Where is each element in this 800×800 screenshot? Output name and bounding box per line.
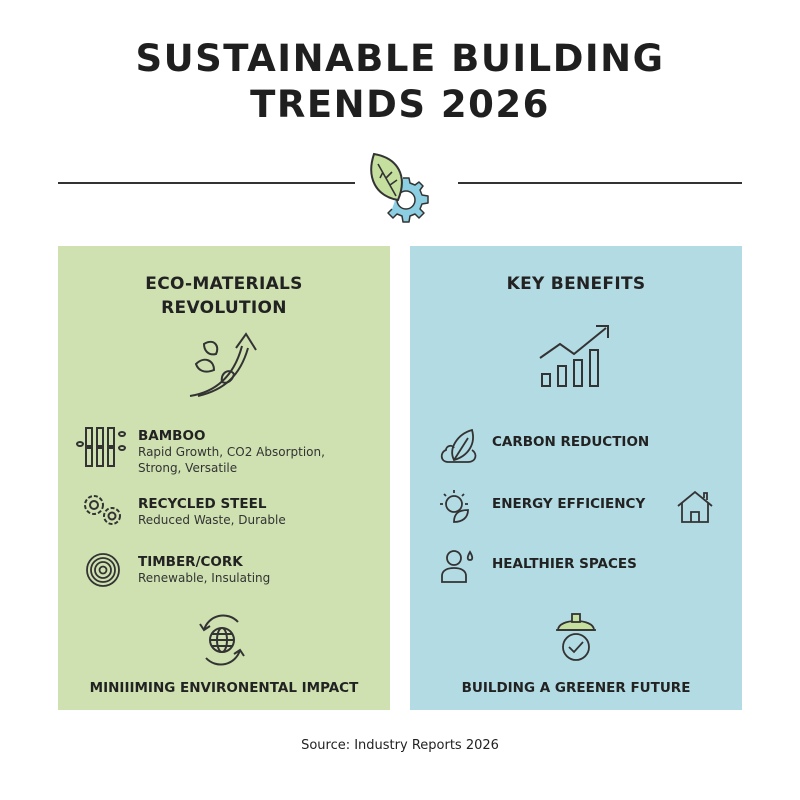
benefit-energy-efficiency: ENERGY EFFICIENCY [492, 496, 646, 512]
globe-recycle-icon [194, 614, 250, 666]
benefits-footer: BUILDING A GREENER FUTURE [461, 680, 691, 696]
title-line-2: TRENDS 2026 [250, 83, 550, 126]
sun-leaf-icon [438, 488, 474, 526]
list-item-bamboo: BAMBOO Rapid Growth, CO2 Absorption, Str… [138, 428, 325, 476]
leaves-arrow-icon [186, 330, 260, 400]
benefit-carbon-reduction: CARBON REDUCTION [492, 434, 650, 450]
divider-left [58, 182, 355, 184]
eco-heading: ECO-MATERIALS REVOLUTION [58, 272, 390, 320]
key-benefits-panel: KEY BENEFITS CARBON REDUCTION ENERGY EFF… [410, 246, 742, 710]
eco-materials-panel: ECO-MATERIALS REVOLUTION BAMBOO Rapid Gr… [58, 246, 390, 710]
source-note: Source: Industry Reports 2026 [301, 738, 499, 753]
growth-chart-icon [538, 322, 614, 390]
benefits-heading: KEY BENEFITS [506, 274, 646, 294]
person-drop-icon [440, 548, 476, 584]
list-item-recycled-steel: RECYCLED STEEL Reduced Waste, Durable [138, 496, 286, 528]
page-title: SUSTAINABLE BUILDING TRENDS 2026 [0, 36, 800, 128]
item-title: RECYCLED STEEL [138, 496, 267, 512]
item-desc: Reduced Waste, Durable [138, 513, 286, 527]
bamboo-icon [76, 426, 128, 470]
item-desc: Rapid Growth, CO2 Absorption, [138, 445, 325, 459]
hardhat-check-icon [554, 612, 598, 664]
benefit-healthier-spaces: HEALTHIER SPACES [492, 556, 637, 572]
list-item-timber-cork: TIMBER/CORK Renewable, Insulating [138, 554, 270, 586]
item-desc: Renewable, Insulating [138, 571, 271, 585]
title-line-1: SUSTAINABLE BUILDING [135, 37, 665, 80]
leaf-gear-icon [362, 150, 438, 226]
divider-right [458, 182, 742, 184]
eco-heading-line-1: ECO-MATERIALS [145, 274, 303, 294]
eco-footer: MINIIIMING ENVIRONENTAL IMPACT [89, 680, 359, 696]
leaf-cloud-icon [438, 426, 480, 466]
item-title: BAMBOO [138, 428, 206, 444]
house-icon [676, 490, 714, 524]
eco-heading-line-2: REVOLUTION [161, 298, 287, 318]
tree-rings-icon [85, 552, 121, 588]
item-desc: Strong, Versatile [138, 461, 238, 475]
item-title: TIMBER/CORK [138, 554, 243, 570]
gears-icon [80, 492, 126, 528]
